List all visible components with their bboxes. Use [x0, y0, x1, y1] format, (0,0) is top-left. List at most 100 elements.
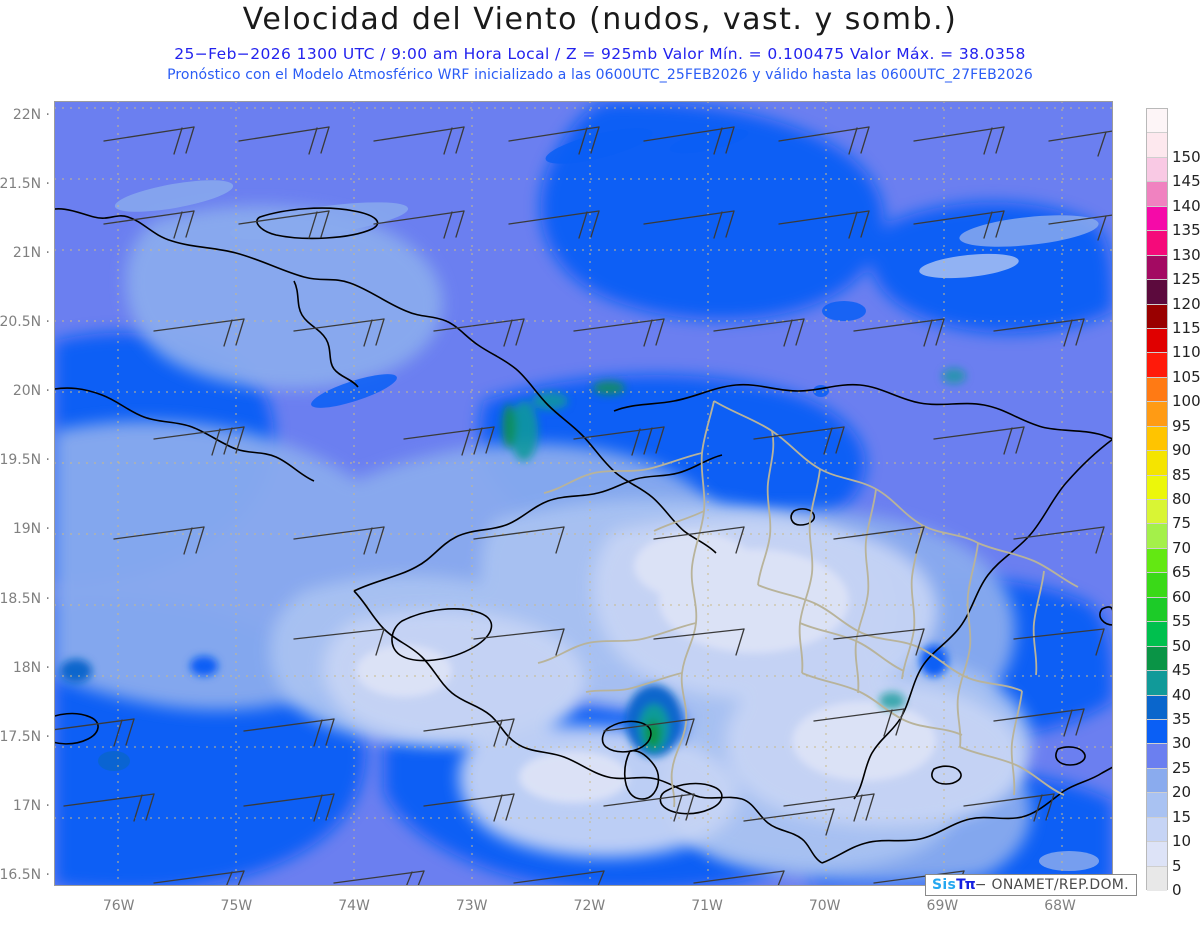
- colorbar-band-8: [1147, 671, 1167, 696]
- colorbar-tick-100: 100: [1172, 392, 1200, 411]
- colorbar-tick-15: 15: [1172, 807, 1192, 826]
- y-tick-17.5N: 17.5N ·: [0, 728, 50, 745]
- y-tick-18.5N: 18.5N ·: [0, 590, 50, 607]
- colorbar-band-26: [1147, 231, 1167, 256]
- y-tick-22N: 22N ·: [12, 106, 50, 123]
- colorbar-band-6: [1147, 719, 1167, 745]
- colorbar-band-18: [1147, 426, 1167, 452]
- map-border: [54, 101, 1113, 886]
- colorbar-band-16: [1147, 475, 1167, 500]
- coastlines: [54, 207, 1113, 864]
- colorbar-band-15: [1147, 500, 1167, 525]
- colorbar-band-28: [1147, 182, 1167, 207]
- y-tick-21.5N: 21.5N ·: [0, 175, 50, 192]
- colorbar-tick-45: 45: [1172, 661, 1192, 680]
- colorbar-band-22: [1147, 328, 1167, 354]
- administrative-boundaries: [537, 400, 1079, 808]
- colorbar[interactable]: [1146, 108, 1168, 891]
- colorbar-tick-85: 85: [1172, 465, 1192, 484]
- colorbar-tick-30: 30: [1172, 734, 1192, 753]
- colorbar-band-0: [1147, 866, 1167, 891]
- watermark-brand-suffix: Tπ: [956, 877, 976, 893]
- colorbar-band-29: [1147, 157, 1167, 183]
- colorbar-band-27: [1147, 206, 1167, 232]
- y-tick-20.5N: 20.5N ·: [0, 314, 50, 331]
- colorbar-band-14: [1147, 524, 1167, 549]
- y-tick-21N: 21N ·: [12, 245, 50, 262]
- colorbar-band-20: [1147, 377, 1167, 403]
- y-tick-20N: 20N ·: [12, 383, 50, 400]
- field-texture: [98, 128, 1099, 871]
- colorbar-tick-35: 35: [1172, 709, 1192, 728]
- colorbar-band-21: [1147, 353, 1167, 378]
- colorbar-band-4: [1147, 768, 1167, 794]
- colorbar-band-17: [1147, 451, 1167, 476]
- colorbar-band-10: [1147, 622, 1167, 647]
- colorbar-tick-65: 65: [1172, 563, 1192, 582]
- shaded-wind-field: [54, 101, 1113, 886]
- colorbar-tick-20: 20: [1172, 783, 1192, 802]
- colorbar-tick-150: 150: [1172, 147, 1200, 166]
- x-tick-71W: 71W: [691, 898, 723, 914]
- colorbar-tick-110: 110: [1172, 343, 1200, 362]
- colorbar-band-2: [1147, 817, 1167, 843]
- x-tick-74W: 74W: [338, 898, 370, 914]
- colorbar-tick-0: 0: [1172, 881, 1182, 899]
- colorbar-tick-25: 25: [1172, 758, 1192, 777]
- x-tick-75W: 75W: [220, 898, 253, 914]
- watermark-onamet: Sis Tπ − ONAMET/REP.DOM.: [925, 874, 1137, 896]
- colorbar-band-9: [1147, 646, 1167, 672]
- page-title: Velocidad del Viento (nudos, vast. y som…: [242, 2, 958, 37]
- y-tick-18N: 18N ·: [12, 659, 50, 676]
- colorbar-band-13: [1147, 548, 1167, 574]
- colorbar-tick-90: 90: [1172, 441, 1192, 460]
- forecast-subtitle: 25−Feb−2026 1300 UTC / 9:00 am Hora Loca…: [174, 45, 1026, 63]
- watermark-brand: Sis: [932, 877, 957, 893]
- colorbar-tick-50: 50: [1172, 636, 1192, 655]
- colorbar-tick-145: 145: [1172, 172, 1200, 191]
- colorbar-band-7: [1147, 695, 1167, 720]
- x-tick-72W: 72W: [573, 898, 606, 914]
- y-tick-19.5N: 19.5N ·: [0, 452, 50, 469]
- colorbar-band-23: [1147, 304, 1167, 329]
- colorbar-tick-5: 5: [1172, 856, 1182, 875]
- colorbar-band-24: [1147, 280, 1167, 305]
- colorbar-tick-10: 10: [1172, 832, 1192, 851]
- colorbar-band-1: [1147, 842, 1167, 867]
- colorbar-tick-40: 40: [1172, 685, 1192, 704]
- colorbar-band-5: [1147, 744, 1167, 769]
- colorbar-band-19: [1147, 402, 1167, 427]
- colorbar-band-11: [1147, 597, 1167, 623]
- map-svg: [54, 101, 1113, 886]
- x-tick-68W: 68W: [1044, 898, 1076, 914]
- colorbar-tick-140: 140: [1172, 196, 1200, 215]
- colorbar-band-25: [1147, 255, 1167, 281]
- colorbar-tick-55: 55: [1172, 612, 1192, 631]
- colorbar-tick-75: 75: [1172, 514, 1192, 533]
- colorbar-tick-95: 95: [1172, 416, 1192, 435]
- wind-maximum-core: [60, 368, 966, 757]
- x-tick-70W: 70W: [808, 898, 841, 914]
- colorbar-tick-105: 105: [1172, 367, 1200, 386]
- y-tick-19N: 19N ·: [12, 521, 50, 538]
- colorbar-tick-135: 135: [1172, 221, 1200, 240]
- colorbar-tick-130: 130: [1172, 245, 1200, 264]
- x-tick-76W: 76W: [102, 898, 135, 914]
- y-tick-17N: 17N ·: [12, 797, 50, 814]
- x-tick-73W: 73W: [455, 898, 488, 914]
- colorbar-tick-115: 115: [1172, 318, 1200, 337]
- colorbar-band-31: [1147, 109, 1167, 134]
- map-canvas[interactable]: [54, 101, 1113, 886]
- x-tick-69W: 69W: [926, 898, 959, 914]
- colorbar-tick-125: 125: [1172, 270, 1200, 289]
- colorbar-tick-80: 80: [1172, 490, 1192, 508]
- colorbar-tick-70: 70: [1172, 538, 1192, 557]
- colorbar-band-3: [1147, 793, 1167, 818]
- y-tick-16.5N: 16.5N ·: [0, 866, 50, 883]
- model-subtitle: Pronóstico con el Modelo Atmosférico WRF…: [167, 67, 1033, 83]
- colorbar-band-30: [1147, 133, 1167, 158]
- wind-barbs: [54, 126, 1113, 886]
- colorbar-tick-120: 120: [1172, 294, 1200, 313]
- watermark-agency: − ONAMET/REP.DOM.: [974, 877, 1129, 893]
